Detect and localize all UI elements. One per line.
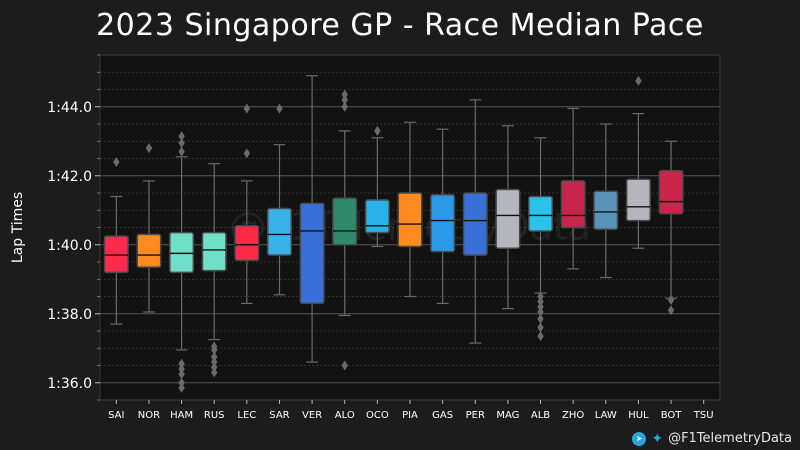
outlier-point xyxy=(211,351,218,362)
box-bot xyxy=(658,169,684,215)
footer-handle: @F1TelemetryData xyxy=(668,431,792,446)
outlier-point xyxy=(178,137,185,148)
outlier-point xyxy=(667,305,675,316)
x-tick-label-mag: MAG xyxy=(496,410,519,421)
outlier-point xyxy=(113,156,120,167)
y-tick-label: 1:42.0 xyxy=(47,169,92,185)
box-sai xyxy=(103,235,129,274)
outlier-point xyxy=(537,307,544,318)
box-law xyxy=(593,190,619,230)
x-tick-label-gas: GAS xyxy=(432,410,453,421)
outlier-point xyxy=(178,382,185,393)
outlier-point xyxy=(341,101,348,112)
box-gas xyxy=(430,193,456,253)
y-tick-label: 1:38.0 xyxy=(47,307,92,323)
box-ver xyxy=(299,202,325,305)
x-tick-label-hul: HUL xyxy=(628,410,649,421)
outlier-point xyxy=(178,146,185,157)
x-tick-label-nor: NOR xyxy=(138,410,160,421)
outlier-point xyxy=(243,103,251,114)
y-axis-label: Lap Times xyxy=(10,192,26,263)
outlier-point xyxy=(341,89,348,100)
x-tick-label-tsu: TSU xyxy=(693,410,714,421)
x-tick-label-per: PER xyxy=(466,410,485,421)
box-mag xyxy=(495,188,521,249)
outlier-point xyxy=(243,148,251,159)
x-tick-label-sai: SAI xyxy=(108,410,124,421)
x-tick-label-oco: OCO xyxy=(366,410,389,421)
outlier-point xyxy=(178,369,185,380)
box-zho xyxy=(560,180,586,229)
footer: ➤ ✦ @F1TelemetryData xyxy=(632,431,792,446)
box-per xyxy=(462,192,488,256)
x-tick-label-sar: SAR xyxy=(269,410,289,421)
x-tick-label-alo: ALO xyxy=(335,410,355,421)
box-sar xyxy=(266,207,292,256)
box-pia xyxy=(397,192,423,248)
outlier-point xyxy=(211,341,218,352)
x-tick-label-law: LAW xyxy=(595,410,617,421)
chart-title: 2023 Singapore GP - Race Median Pace xyxy=(96,8,704,43)
outlier-point xyxy=(537,301,544,312)
outlier-point xyxy=(537,331,544,342)
outlier-point xyxy=(635,75,642,86)
outlier-point xyxy=(537,322,544,333)
x-tick-label-alb: ALB xyxy=(531,410,550,421)
y-tick-label: 1:40.0 xyxy=(47,238,92,254)
twitter-icon: ✦ xyxy=(651,430,664,447)
outlier-point xyxy=(178,363,185,374)
outlier-point xyxy=(537,296,544,307)
outlier-point xyxy=(211,367,218,378)
box-hul xyxy=(625,178,651,222)
x-tick-label-pia: PIA xyxy=(402,410,418,421)
x-tick-label-ver: VER xyxy=(302,410,322,421)
x-tick-label-zho: ZHO xyxy=(562,410,584,421)
outlier-point xyxy=(178,131,185,142)
box-alo xyxy=(332,197,358,246)
outlier-point xyxy=(537,313,544,324)
telegram-icon: ➤ xyxy=(632,431,647,446)
y-tick-label: 1:44.0 xyxy=(47,100,92,116)
outlier-point xyxy=(211,357,218,368)
box-ham xyxy=(169,231,195,274)
box-nor xyxy=(136,233,162,268)
box-oco xyxy=(364,199,390,234)
outlier-point xyxy=(145,143,153,154)
outlier-point xyxy=(178,377,185,388)
outlier-point xyxy=(178,358,185,369)
box-rus xyxy=(201,231,227,272)
outlier-point xyxy=(341,94,348,105)
box-alb xyxy=(528,195,554,232)
x-tick-label-ham: HAM xyxy=(170,410,193,421)
outlier-point xyxy=(667,294,675,305)
box-lec xyxy=(234,225,260,262)
y-tick-label: 1:36.0 xyxy=(47,376,92,392)
outlier-point xyxy=(374,125,381,136)
x-tick-label-bot: BOT xyxy=(661,410,683,421)
outlier-point xyxy=(537,291,544,302)
outlier-point xyxy=(211,362,218,373)
outlier-point xyxy=(276,103,283,114)
outlier-point xyxy=(341,360,348,371)
x-tick-label-rus: RUS xyxy=(204,410,225,421)
x-tick-label-lec: LEC xyxy=(237,410,256,421)
